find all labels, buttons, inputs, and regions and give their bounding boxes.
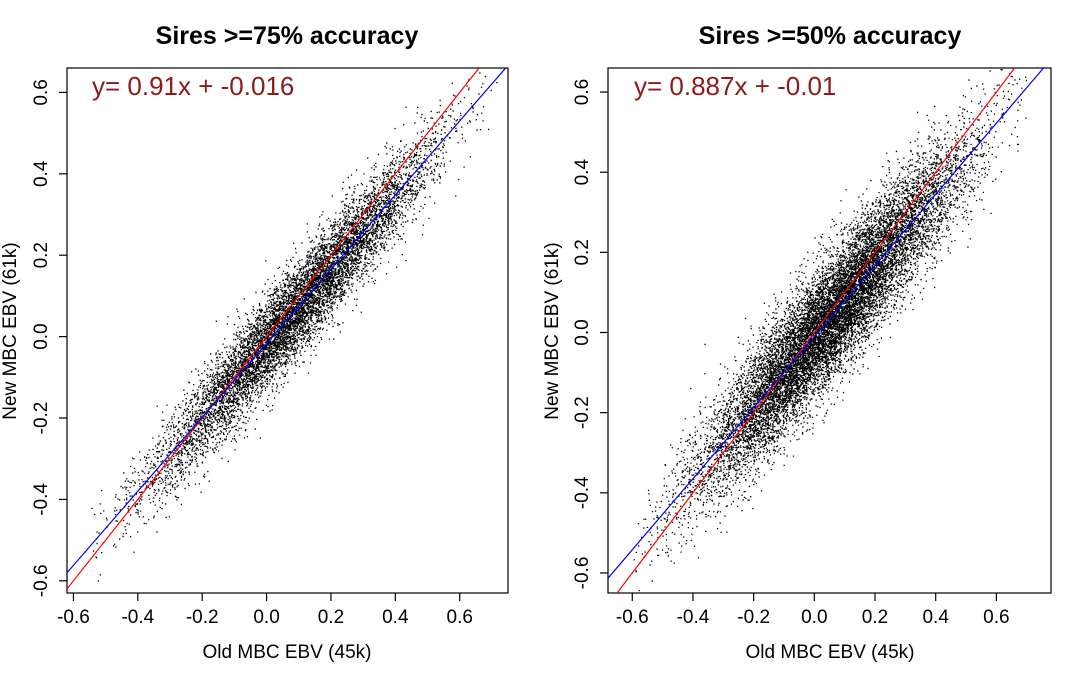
x-ticks: -0.6 -0.4 -0.2 0.0 0.2 0.4 0.6 (616, 593, 1010, 628)
y-tick-label: 0.4 (572, 159, 593, 186)
chart-title: Sires >=50% accuracy (699, 22, 962, 50)
regression-line (67, 68, 507, 574)
regression-equation: y= 0.91x + -0.016 (92, 71, 294, 101)
x-tick-label: -0.6 (616, 607, 649, 628)
plot-frame (607, 67, 1052, 594)
scatter-point-cloud (633, 69, 1028, 592)
plot-frame (66, 67, 509, 594)
y-tick-label: -0.2 (572, 396, 593, 429)
x-ticks: -0.6 -0.4 -0.2 0.0 0.2 0.4 0.6 (57, 593, 473, 628)
y-tick-label: 0.0 (31, 323, 52, 349)
x-tick-label: 0.2 (862, 607, 888, 628)
identity-line (67, 68, 480, 590)
y-ticks: -0.6 -0.4 -0.2 0.0 0.2 0.4 0.6 (31, 79, 67, 597)
y-tick-label: 0.6 (31, 79, 52, 105)
y-tick-label: 0.4 (31, 160, 52, 187)
x-tick-label: 0.4 (922, 607, 949, 628)
x-tick-label: -0.2 (186, 607, 219, 628)
y-ticks: -0.6 -0.4 -0.2 0.0 0.2 0.4 0.6 (572, 79, 608, 590)
y-tick-label: -0.4 (572, 476, 593, 509)
y-axis-label: New MBC EBV (61k) (0, 242, 21, 419)
y-tick-label: 0.2 (572, 239, 593, 265)
scatter-points (633, 69, 1028, 592)
x-tick-label: 0.4 (382, 607, 409, 628)
x-tick-label: -0.6 (57, 607, 90, 628)
scatter-point-cloud (91, 72, 498, 582)
chart-title: Sires >=75% accuracy (156, 22, 419, 50)
y-tick-label: -0.6 (572, 557, 593, 590)
panel-right: Sires >=50% accuracy -0.6 -0.4 -0.2 0.0 0.2 0… (542, 22, 1052, 663)
x-tick-label: 0.6 (447, 607, 473, 628)
fit-lines (67, 68, 507, 590)
panel-left: Sires >=75% accuracy -0.6 -0.4 -0.2 0.0 0.2 0… (0, 22, 509, 663)
y-tick-label: 0.6 (572, 79, 593, 105)
x-tick-label: -0.2 (737, 607, 770, 628)
y-axis-label: New MBC EBV (61k) (542, 242, 563, 419)
x-tick-label: 0.2 (318, 607, 344, 628)
x-tick-label: -0.4 (677, 607, 710, 628)
scatter-points (91, 72, 498, 582)
x-tick-label: 0.0 (253, 607, 279, 628)
x-tick-label: 0.0 (801, 607, 827, 628)
identity-line (616, 68, 1016, 593)
x-tick-label: 0.6 (983, 607, 1009, 628)
y-tick-label: 0.0 (572, 319, 593, 345)
x-axis-label: Old MBC EBV (45k) (203, 642, 372, 663)
x-tick-label: -0.4 (121, 607, 154, 628)
y-tick-label: -0.6 (31, 564, 52, 597)
y-tick-label: 0.2 (31, 242, 52, 268)
y-tick-label: -0.4 (31, 483, 52, 516)
regression-line (608, 68, 1045, 579)
x-axis-label: Old MBC EBV (45k) (746, 642, 915, 663)
y-tick-label: -0.2 (31, 402, 52, 435)
regression-equation: y= 0.887x + -0.01 (634, 71, 836, 101)
fit-lines (608, 68, 1045, 593)
